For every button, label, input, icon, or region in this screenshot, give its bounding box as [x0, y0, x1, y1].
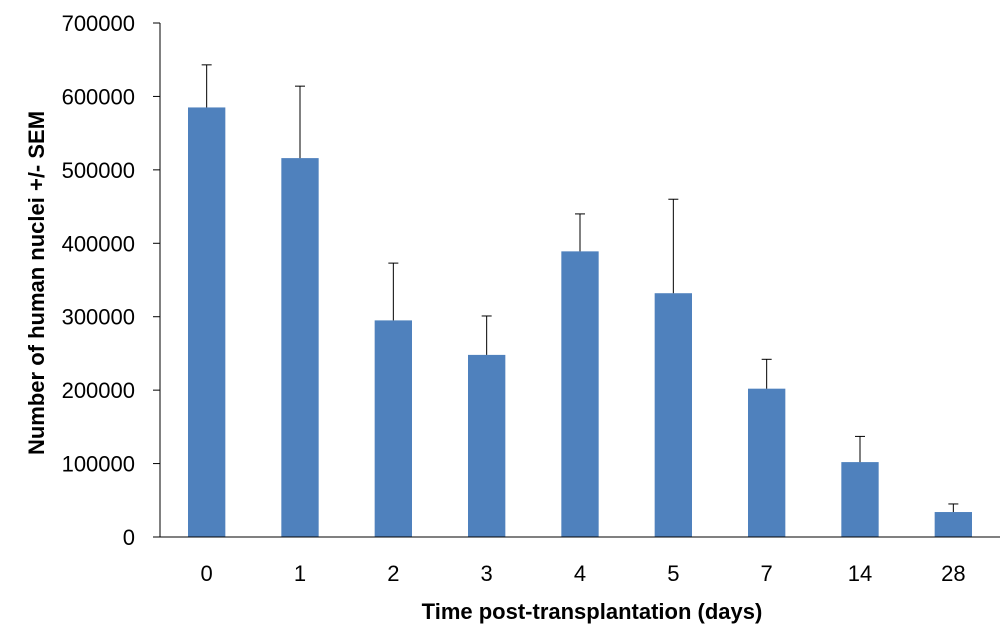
x-tick-label: 0 [201, 561, 213, 586]
x-tick-label: 14 [848, 561, 872, 586]
y-tick-label: 200000 [62, 378, 135, 403]
axes-layer [159, 23, 1000, 538]
bars-layer [188, 107, 972, 537]
x-tick-label: 7 [761, 561, 773, 586]
error-bars-layer [201, 64, 959, 513]
x-tick-label: 4 [574, 561, 586, 586]
bar-5 [654, 293, 692, 537]
bar-0 [188, 107, 226, 537]
bar-7 [748, 388, 786, 537]
y-tick-label: 100000 [62, 452, 135, 477]
x-tick-label: 2 [387, 561, 399, 586]
x-tick-label: 3 [481, 561, 493, 586]
y-tick-label: 600000 [62, 84, 135, 109]
y-tick-label: 500000 [62, 158, 135, 183]
bar-4 [561, 251, 599, 537]
bar-28 [934, 512, 972, 537]
bar-1 [281, 158, 319, 537]
y-tick-label: 700000 [62, 11, 135, 36]
bar-3 [468, 354, 506, 537]
y-tick-label: 0 [123, 525, 135, 550]
x-tick-label: 5 [667, 561, 679, 586]
bar-14 [841, 462, 879, 537]
x-axis-title: Time post-transplantation (days) [422, 599, 763, 624]
y-tick-label: 400000 [62, 231, 135, 256]
bar-2 [374, 320, 412, 537]
y-axis-ticks: 0 100000 200000 300000 400000 500000 600000 700… [62, 11, 160, 550]
x-tick-label: 1 [294, 561, 306, 586]
x-tick-label: 28 [941, 561, 965, 586]
y-tick-label: 300000 [62, 305, 135, 330]
x-axis-ticks: 0 1 2 3 4 5 7 14 28 [201, 561, 966, 586]
y-axis-title: Number of human nuclei +/- SEM [24, 111, 49, 455]
